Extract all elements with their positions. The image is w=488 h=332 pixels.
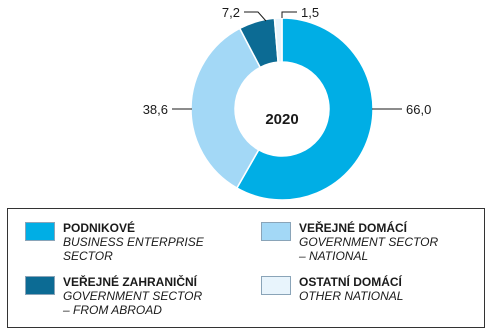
legend-text: VEŘEJNÉ ZAHRANIČNÍ GOVERNMENT SECTOR – F… [63, 275, 202, 317]
legend-item-government-abroad: VEŘEJNÉ ZAHRANIČNÍ GOVERNMENT SECTOR – F… [25, 275, 202, 317]
legend-swatch [261, 276, 291, 295]
legend-item-government-national: VEŘEJNÉ DOMÁCÍ GOVERNMENT SECTOR – NATIO… [261, 221, 438, 263]
donut-chart: 66,0 38,6 7,2 1,5 2020 [143, 5, 431, 200]
data-label: 7,2 [222, 5, 240, 20]
slice-government-national [190, 27, 262, 190]
legend-swatch [25, 276, 55, 295]
slice-other-national [273, 17, 283, 63]
leader-line [281, 11, 297, 18]
data-label: 1,5 [301, 5, 319, 20]
legend-label-en: GOVERNMENT SECTOR – NATIONAL [299, 235, 439, 263]
legend-label-en: BUSINESS ENTERPRISE SECTOR [63, 235, 204, 263]
legend-label-cz: OSTATNÍ DOMÁCÍ [299, 275, 402, 289]
data-label: 66,0 [406, 102, 431, 117]
legend-label-en: OTHER NATIONAL [299, 289, 404, 303]
legend-item-business-enterprise: PODNIKOVÉ BUSINESS ENTERPRISE SECTOR [25, 221, 204, 263]
leader-line [244, 11, 267, 22]
legend-item-other-national: OSTATNÍ DOMÁCÍ OTHER NATIONAL [261, 275, 403, 303]
legend-text: PODNIKOVÉ BUSINESS ENTERPRISE SECTOR [63, 221, 204, 263]
legend-label-cz: VEŘEJNÉ DOMÁCÍ [299, 221, 408, 235]
slice-business-enterprise [235, 17, 374, 200]
center-label: 2020 [265, 111, 298, 128]
data-label: 38,6 [143, 102, 168, 117]
legend: PODNIKOVÉ BUSINESS ENTERPRISE SECTOR VEŘ… [7, 208, 485, 328]
legend-label-en: GOVERNMENT SECTOR – FROM ABROAD [63, 289, 203, 317]
legend-label-cz: VEŘEJNÉ ZAHRANIČNÍ [63, 275, 198, 289]
legend-swatch [25, 222, 55, 241]
legend-label-cz: PODNIKOVÉ [63, 221, 136, 235]
legend-text: VEŘEJNÉ DOMÁCÍ GOVERNMENT SECTOR – NATIO… [299, 221, 438, 263]
legend-swatch [261, 222, 291, 241]
legend-text: OSTATNÍ DOMÁCÍ OTHER NATIONAL [299, 275, 403, 303]
